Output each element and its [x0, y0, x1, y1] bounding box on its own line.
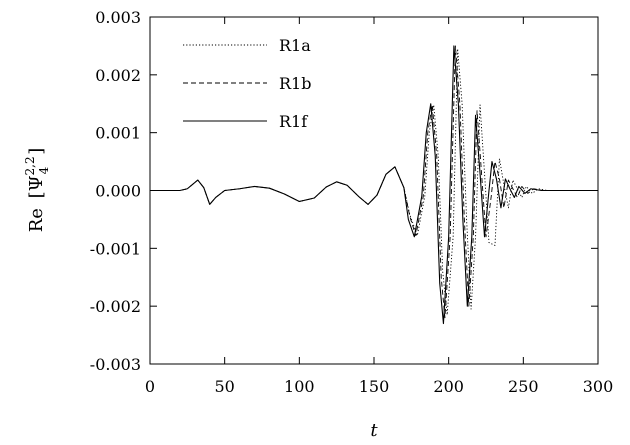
x-tick-label: 300: [583, 377, 614, 396]
x-tick-label: 0: [145, 377, 155, 396]
x-tick-label: 200: [433, 377, 464, 396]
legend-label-r1f: R1f: [279, 112, 308, 131]
y-tick-label: 0.003: [95, 8, 141, 27]
y-axis-label-prefix: Re: [26, 208, 47, 232]
y-tick-label: -0.003: [90, 355, 141, 374]
series-layer: [150, 45, 598, 325]
series-line-r1a: [150, 48, 598, 316]
y-axis-label-sup: 2,2: [23, 156, 37, 175]
x-axis-label: t: [370, 420, 378, 441]
y-axis-label-sub: 4: [37, 166, 51, 174]
legend-label-r1a: R1a: [279, 36, 311, 55]
y-tick-label: -0.001: [90, 239, 141, 258]
legend-label-r1b: R1b: [279, 74, 311, 93]
y-axis-label-symbol: Ψ: [26, 175, 47, 191]
plot-frame: [149, 16, 599, 365]
x-tick-label: 50: [214, 377, 234, 396]
series-line-r1f: [150, 45, 598, 325]
y-axis-label-close-bracket: ]: [26, 148, 47, 155]
x-tick-label: 250: [508, 377, 539, 396]
x-tick-label: 150: [359, 377, 390, 396]
y-tick-label: 0.002: [95, 66, 141, 85]
y-axis-label-open-bracket: [: [26, 191, 47, 198]
y-tick-label: 0.000: [95, 182, 141, 201]
y-axis-label: Re [Ψ2,24]: [23, 148, 51, 233]
x-tick-label: 100: [284, 377, 315, 396]
y-tick-label: -0.002: [90, 297, 141, 316]
ticks-layer: 0 50 100 150 200 250 300 -0.003 -0.002 -0.001 0.00…: [90, 8, 613, 396]
series-line-r1b: [150, 45, 598, 319]
legend: R1a R1b R1f: [183, 36, 311, 131]
y-tick-label: 0.001: [95, 124, 141, 143]
